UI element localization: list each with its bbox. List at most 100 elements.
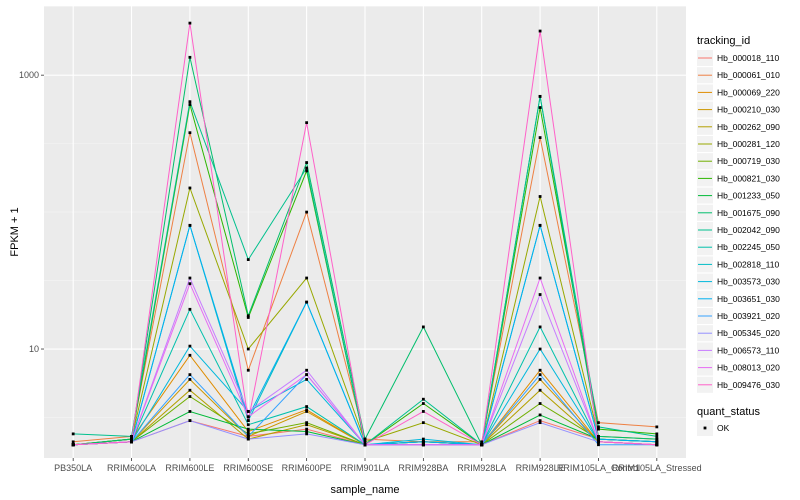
legend-item: Hb_006573_110 — [697, 342, 780, 359]
y-axis: 10 1000 — [19, 70, 44, 354]
data-point — [246, 430, 250, 433]
x-tick-label: RRIM928LE — [516, 463, 565, 473]
data-point — [130, 440, 133, 444]
x-tick-label: RRIM600LE — [165, 463, 214, 473]
data-point — [246, 415, 250, 419]
x-axis-title: sample_name — [330, 484, 399, 496]
data-point — [188, 419, 192, 423]
legend-item: Hb_003573_030 — [697, 273, 780, 290]
x-tick-label: RRIM901LA — [340, 463, 389, 473]
data-point — [305, 169, 309, 173]
data-point — [305, 166, 309, 170]
grid-lines — [44, 6, 686, 458]
data-point — [246, 435, 250, 438]
shape-legend-title: quant_status — [697, 406, 760, 418]
legend-item: Hb_003921_020 — [697, 308, 780, 324]
legend-title: tracking_id — [697, 35, 750, 47]
x-tick-label: RRIM105LA_Stressed — [612, 463, 702, 473]
legend-item: Hb_000069_220 — [697, 84, 780, 101]
data-point — [655, 435, 659, 438]
data-point — [188, 186, 192, 190]
data-point — [305, 300, 309, 304]
data-point — [480, 443, 484, 447]
x-tick-label: RRIM928BA — [398, 463, 448, 473]
data-point — [130, 437, 133, 441]
shape-legend-label: OK — [717, 423, 730, 433]
data-point — [246, 314, 250, 318]
data-point — [538, 419, 542, 423]
data-point — [246, 410, 250, 413]
data-point — [305, 161, 309, 164]
data-point — [188, 282, 192, 286]
data-point — [188, 377, 192, 381]
legend-label: Hb_003573_030 — [717, 277, 780, 287]
data-point — [246, 427, 250, 431]
data-point — [421, 397, 425, 401]
legend-label: Hb_000210_030 — [717, 105, 780, 115]
legend-item: Hb_000281_120 — [697, 136, 780, 152]
legend-label: Hb_006573_110 — [717, 345, 780, 355]
data-point — [597, 443, 600, 447]
data-point — [597, 427, 600, 431]
legend-item: Hb_003651_030 — [697, 290, 780, 307]
legend-item: Hb_001233_050 — [697, 187, 780, 204]
legend-label: Hb_005345_020 — [717, 328, 780, 338]
data-point — [305, 373, 309, 377]
data-point — [188, 373, 192, 377]
data-point — [246, 368, 250, 372]
data-point — [188, 353, 192, 357]
data-point — [538, 29, 542, 33]
y-tick-label: 1000 — [19, 70, 39, 80]
data-point — [188, 410, 192, 413]
x-tick-label: PB350LA — [54, 463, 92, 473]
data-point — [188, 131, 192, 135]
data-point — [421, 437, 425, 441]
data-point — [421, 410, 425, 413]
legend-label: Hb_002042_090 — [717, 225, 780, 235]
x-axis: PB350LA RRIM600LA RRIM600LE RRIM600SE RRIM60… — [54, 458, 702, 473]
data-point — [655, 432, 659, 436]
data-point — [480, 440, 484, 444]
x-tick-label: RRIM600PE — [282, 463, 332, 473]
data-point — [538, 136, 542, 139]
data-point — [305, 421, 309, 425]
legend-item: Hb_000061_010 — [697, 67, 780, 84]
data-point — [421, 421, 425, 425]
legend-item: Hb_001675_090 — [697, 204, 780, 221]
legend-label: Hb_002818_110 — [717, 259, 780, 269]
data-point — [305, 410, 309, 413]
data-point — [421, 443, 425, 447]
data-point — [655, 437, 659, 441]
data-point — [305, 377, 309, 381]
data-point — [305, 276, 309, 280]
legend-label: Hb_000719_030 — [717, 156, 780, 166]
legend-label: Hb_001233_050 — [717, 191, 780, 201]
shape-legend-point — [703, 426, 707, 430]
data-point — [538, 325, 542, 329]
legend-label: Hb_000821_030 — [717, 173, 780, 183]
data-point — [655, 425, 659, 429]
legend-item: Hb_002042_090 — [697, 222, 780, 238]
data-point — [305, 210, 309, 214]
data-point — [538, 223, 542, 227]
legend-label: Hb_002245_050 — [717, 242, 780, 252]
data-point — [597, 421, 600, 425]
x-tick-label: RRIM600LA — [107, 463, 156, 473]
legend-item: Hb_000262_090 — [697, 118, 780, 135]
data-point — [363, 437, 367, 441]
legend: tracking_id Hb_000018_110 Hb_000061_010 Hb… — [697, 35, 780, 436]
y-axis-title: FPKM + 1 — [9, 207, 21, 256]
legend-item: Hb_002245_050 — [697, 239, 780, 256]
data-point — [597, 440, 600, 444]
data-point — [363, 440, 367, 444]
data-point — [130, 435, 133, 438]
data-point — [188, 388, 192, 392]
data-point — [305, 121, 309, 125]
legend-label: Hb_000069_220 — [717, 87, 780, 97]
legend-label: Hb_000262_090 — [717, 122, 780, 132]
data-point — [71, 432, 75, 436]
data-point — [246, 258, 250, 261]
data-point — [188, 223, 192, 227]
data-points — [71, 21, 659, 447]
data-point — [421, 402, 425, 405]
